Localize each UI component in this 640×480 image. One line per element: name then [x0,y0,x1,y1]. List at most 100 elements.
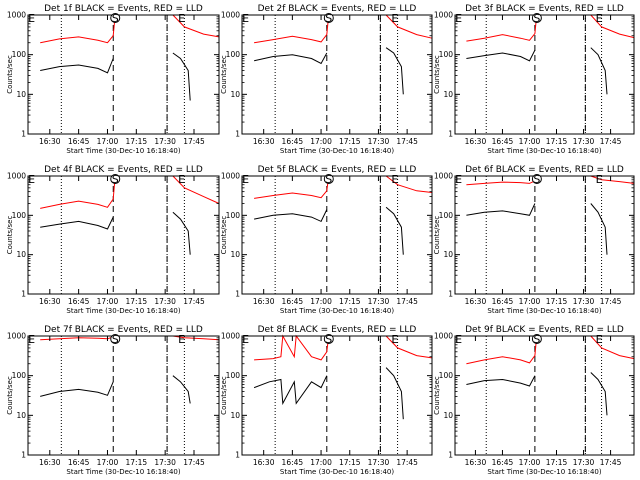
y-tick-label: 1 [21,130,26,139]
x-tick-label: 16:45 [282,137,304,146]
plot-frame [27,335,220,456]
y-tick-label: 10 [16,411,26,420]
x-tick-label: 17:00 [310,458,332,467]
x-tick-label: 16:30 [253,137,275,146]
y-tick-label: 1 [235,290,240,299]
marker-ring [110,13,121,23]
x-tick-label: 17:15 [339,297,361,306]
x-tick-label: 17:30 [368,297,390,306]
x-tick-label: 17:45 [600,297,622,306]
lld-series-line [385,14,433,39]
x-tick-label: 17:45 [396,458,418,467]
y-tick-label: 100 [226,211,241,220]
y-tick-label: 1 [235,130,240,139]
x-tick-label: 16:30 [465,297,487,306]
lld-series-line [466,14,538,42]
marker-label: E [28,12,35,25]
events-series-line [172,211,191,255]
y-axis-label: Counts/sec [433,376,441,415]
lld-series-line [466,335,538,365]
marker-ring [323,174,334,184]
lld-series-line [254,334,330,361]
x-tick-label: 17:45 [183,137,205,146]
events-series-line [385,47,404,95]
lld-series-line [172,175,220,204]
panel-title: Det 4f BLACK = Events, RED = LLD [44,165,203,175]
y-tick-label: 10 [230,411,240,420]
y-tick-label: 10 [443,411,453,420]
marker-ring [531,13,542,23]
x-axis-label: Start Time (30-Dec-10 16:18:40) [66,147,180,155]
x-tick-label: 17:00 [310,137,332,146]
y-tick-label: 100 [439,211,454,220]
marker-label: E [596,333,603,346]
y-tick-label: 10 [16,250,26,259]
y-tick-label: 1 [448,130,453,139]
x-axis-label: Start Time (30-Dec-10 16:18:40) [487,147,601,155]
lld-series-line [40,14,116,44]
y-tick-label: 10 [230,90,240,99]
x-tick-label: 17:30 [573,458,595,467]
lld-series-line [254,175,330,199]
y-tick-label: 1000 [7,11,26,20]
y-tick-label: 10 [443,250,453,259]
y-axis-label: Counts/sec [6,216,14,255]
panel-title: Det 9f BLACK = Events, RED = LLD [465,325,624,335]
x-axis-label: Start Time (30-Dec-10 16:18:40) [280,307,394,315]
panel-title: Det 8f BLACK = Events, RED = LLD [258,325,417,335]
x-tick-label: 17:15 [126,137,148,146]
y-axis-label: Counts/sec [433,216,441,255]
events-series-line [385,206,404,255]
x-tick-label: 17:15 [339,137,361,146]
y-tick-label: 100 [226,371,241,380]
marker-ring [110,334,121,344]
x-tick-label: 16:30 [465,458,487,467]
y-tick-label: 100 [12,371,27,380]
y-tick-label: 1 [448,290,453,299]
x-tick-label: 17:30 [154,458,176,467]
marker-label: S [112,173,119,186]
y-tick-label: 1 [21,451,26,460]
marker-label: S [533,333,540,346]
events-series-line [172,52,191,101]
y-tick-label: 100 [439,371,454,380]
x-axis-label: Start Time (30-Dec-10 16:18:40) [487,307,601,315]
events-series-line [253,375,328,406]
lld-series-line [40,335,116,341]
events-series-line [40,381,114,397]
panel-title: Det 1f BLACK = Events, RED = LLD [44,4,203,14]
lld-series-line [385,175,433,193]
lld-series-line [40,175,116,209]
panel-title: Det 2f BLACK = Events, RED = LLD [258,4,417,14]
marker-label: S [112,12,119,25]
x-tick-label: 17:30 [154,297,176,306]
marker-label: E [596,173,603,186]
x-tick-label: 16:30 [39,458,61,467]
marker-label: E [391,12,398,25]
x-tick-label: 17:00 [519,458,541,467]
y-axis-label: Counts/sec [6,55,14,94]
events-series-line [590,372,608,416]
events-series-line [253,52,328,65]
lld-series-line [590,335,635,360]
marker-label: E [455,12,462,25]
y-tick-label: 1000 [221,332,240,341]
marker-ring [323,334,334,344]
x-tick-label: 17:00 [519,297,541,306]
y-tick-label: 1000 [7,172,26,181]
x-tick-label: 17:15 [546,458,568,467]
x-tick-label: 17:45 [600,458,622,467]
marker-label: S [325,333,332,346]
x-tick-label: 16:30 [39,137,61,146]
marker-ring [531,174,542,184]
y-axis-label: Counts/sec [220,376,228,415]
y-tick-label: 10 [443,90,453,99]
plot-frame [241,14,433,135]
x-tick-label: 16:30 [253,458,275,467]
x-axis-label: Start Time (30-Dec-10 16:18:40) [280,468,394,476]
events-series-line [40,58,114,74]
x-tick-label: 16:45 [68,297,90,306]
x-tick-label: 17:15 [546,137,568,146]
